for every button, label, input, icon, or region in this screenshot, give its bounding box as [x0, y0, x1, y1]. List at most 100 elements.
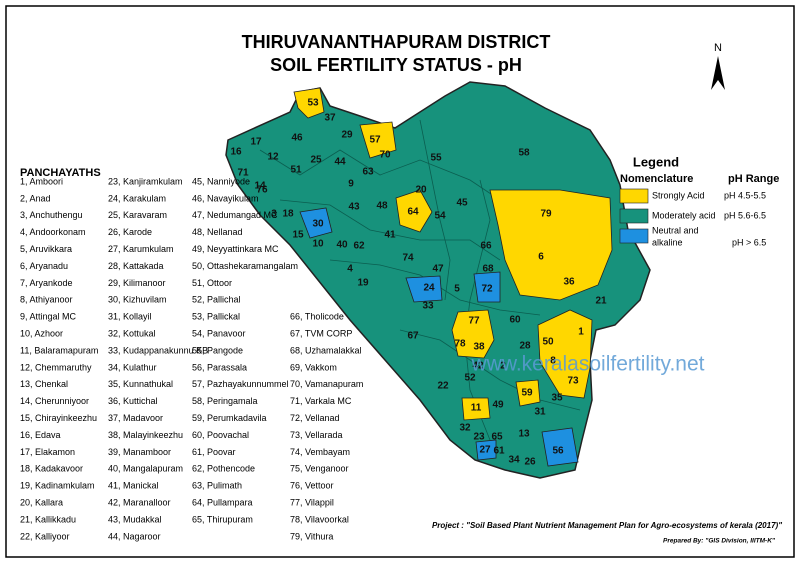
panchayath-item: 42, Maranalloor	[108, 497, 171, 507]
map-label: 55	[430, 153, 442, 164]
panchayath-item: 29, Kilimanoor	[108, 278, 166, 288]
legend-swatch	[619, 208, 649, 224]
panchayath-item: 12, Chemmaruthy	[20, 362, 92, 372]
legend-class-name: alkaline	[652, 237, 683, 247]
legend-class-range: pH 4.5-5.5	[724, 190, 766, 200]
map-label: 2	[500, 361, 506, 372]
panchayath-item: 18, Kadakavoor	[20, 464, 83, 474]
map-label: 42	[472, 361, 484, 372]
map-label: 27	[479, 445, 491, 456]
map-label: 66	[480, 241, 492, 252]
panchayath-item: 78, Vilavoorkal	[290, 514, 349, 524]
map-label: 73	[567, 376, 579, 387]
map-label: 23	[473, 432, 485, 443]
map-label: 10	[312, 239, 324, 250]
map-label: 68	[482, 264, 494, 275]
panchayath-item: 45, Nanniyode	[192, 176, 250, 186]
panchayath-item: 62, Pothencode	[192, 464, 255, 474]
watermark: www.keralasoilfertility.net	[470, 353, 704, 376]
map-label: 59	[521, 388, 533, 399]
panchayath-item: 36, Kuttichal	[108, 396, 158, 406]
strongly-acid-areas	[293, 87, 613, 421]
map-label: 67	[407, 331, 419, 342]
map-label: 72	[481, 284, 493, 295]
panchayath-item: 72, Vellanad	[290, 413, 340, 423]
legend-range-header: pH Range	[728, 173, 779, 185]
panchayath-item: 16, Edava	[20, 430, 61, 440]
panchayath-item: 73, Vellarada	[290, 430, 343, 440]
panchayath-item: 63, Pulimath	[192, 481, 242, 491]
panchayath-item: 56, Parassala	[192, 362, 247, 372]
map-label: 36	[563, 277, 575, 288]
legend-swatch	[619, 188, 649, 204]
map-label: 15	[292, 230, 304, 241]
panchayath-item: 59, Perumkadavila	[192, 413, 267, 423]
panchayath-item: 37, Madavoor	[108, 413, 163, 423]
panchayath-item: 60, Poovachal	[192, 430, 249, 440]
panchayath-item: 23, Kanjiramkulam	[108, 176, 183, 186]
map-label: 40	[336, 240, 348, 251]
map-label: 53	[307, 98, 319, 109]
map-label: 62	[353, 241, 365, 252]
panchayath-item: 31, Kollayil	[108, 312, 152, 322]
map-label: 17	[250, 137, 262, 148]
panchayath-item: 22, Kalliyoor	[20, 531, 70, 541]
map-label: 25	[310, 155, 322, 166]
map-label: 46	[291, 133, 303, 144]
map-label: 19	[357, 278, 369, 289]
panchayath-item: 71, Varkala MC	[290, 396, 352, 406]
panchayath-item: 33, Kudappanakunnu KB	[108, 345, 208, 355]
map-label: 41	[384, 230, 396, 241]
map-label: 12	[267, 152, 279, 163]
map-label: 71	[237, 168, 249, 179]
map-label: 24	[423, 283, 435, 294]
map-label: 6	[538, 252, 544, 263]
map-label: 52	[464, 373, 476, 384]
legend-class-name: Moderately acid	[652, 210, 716, 220]
north-arrow	[711, 56, 725, 90]
panchayath-item: 8, Athiyanoor	[20, 295, 73, 305]
north-label: N	[714, 42, 722, 54]
map-label: 74	[402, 253, 414, 264]
panchayath-item: 11, Balaramapuram	[20, 345, 98, 355]
panchayath-item: 5, Aruvikkara	[20, 244, 72, 254]
map-label: 48	[376, 201, 388, 212]
list-heading: PANCHAYATHS	[20, 167, 101, 179]
map-label: 9	[348, 179, 354, 190]
map-label: 44	[334, 157, 346, 168]
panchayath-item: 65, Thirupuram	[192, 514, 253, 524]
map-label: 78	[454, 339, 466, 350]
panchayath-item: 27, Karumkulam	[108, 244, 174, 254]
panchayath-item: 55, Pangode	[192, 345, 243, 355]
map-label: 33	[422, 301, 434, 312]
map-label: 61	[493, 446, 505, 457]
panchayath-item: 69, Vakkom	[290, 362, 337, 372]
panchayath-item: 28, Kattakada	[108, 261, 164, 271]
panchayath-item: 66, Tholicode	[290, 312, 344, 322]
panchayath-item: 6, Aryanadu	[20, 261, 68, 271]
map-label: 28	[519, 341, 531, 352]
panchayath-item: 4, Andoorkonam	[20, 227, 86, 237]
panchayath-item: 39, Manamboor	[108, 447, 171, 457]
map-label: 43	[348, 202, 360, 213]
title-line1: THIRUVANANTHAPURAM DISTRICT	[242, 32, 551, 52]
map-label: 49	[492, 400, 504, 411]
panchayath-item: 77, Vilappil	[290, 497, 334, 507]
map-label: 76	[256, 185, 268, 196]
panchayath-item: 2, Anad	[20, 193, 51, 203]
map-label: 47	[432, 264, 444, 275]
map-label: 77	[468, 316, 480, 327]
map-label: 70	[379, 150, 391, 161]
legend: Legend Nomenclature pH Range Strongly Ac…	[619, 154, 779, 247]
neutral-areas	[299, 207, 579, 467]
panchayath-item: 75, Venganoor	[290, 464, 349, 474]
map-label: 56	[552, 446, 564, 457]
panchayath-item: 34, Kulathur	[108, 362, 157, 372]
map-label: 57	[369, 135, 381, 146]
map-label: 45	[456, 198, 468, 209]
map-label: 54	[434, 211, 446, 222]
panchayath-item: 40, Mangalapuram	[108, 464, 183, 474]
map-label: 13	[518, 429, 530, 440]
